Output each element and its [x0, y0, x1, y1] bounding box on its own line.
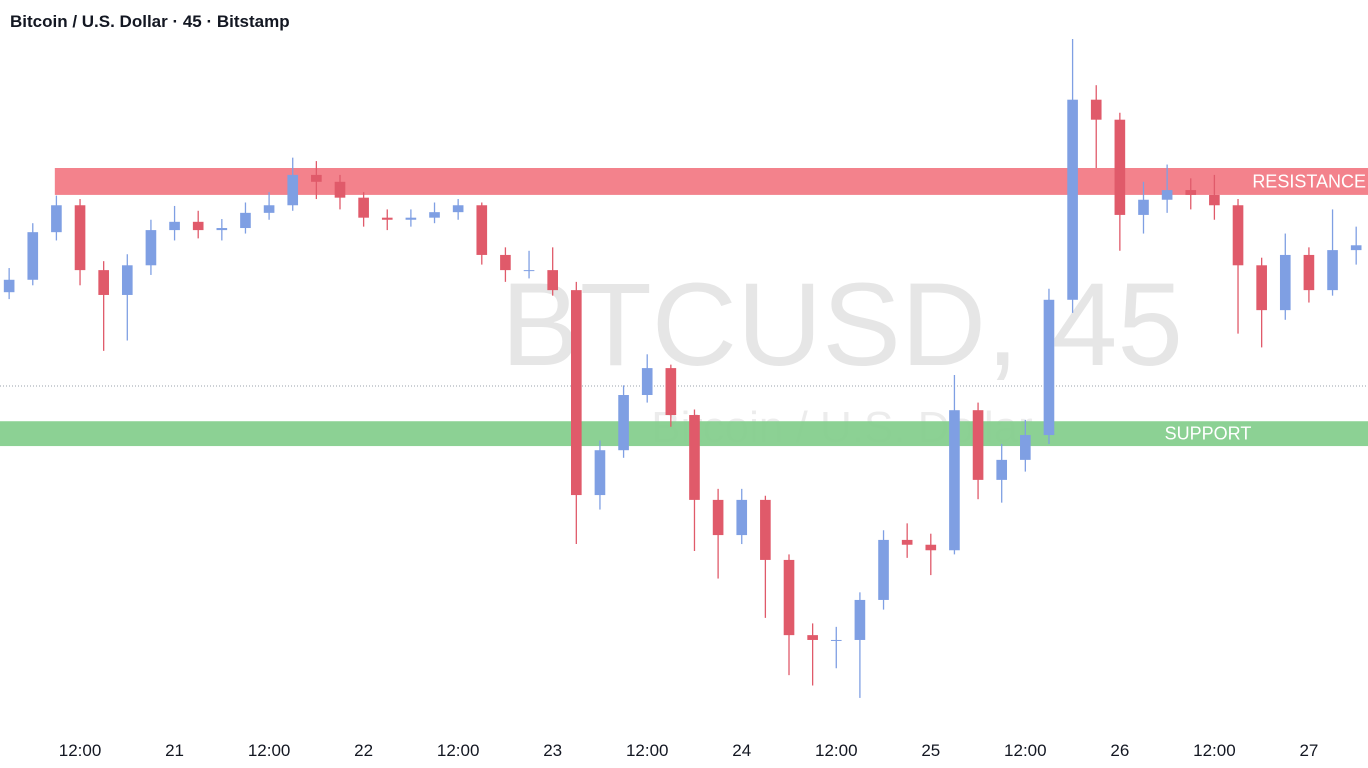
- x-tick-label: 12:00: [1004, 741, 1047, 760]
- candle-body: [594, 450, 606, 496]
- candle-body: [240, 212, 251, 229]
- candles: [3, 38, 1362, 698]
- candle-body: [287, 174, 299, 206]
- candle-body: [972, 410, 984, 480]
- candle-body: [618, 395, 629, 451]
- zone-label: SUPPORT: [1165, 424, 1252, 444]
- candle-body: [665, 368, 677, 416]
- candle-body: [949, 410, 960, 551]
- candle-body: [121, 265, 133, 295]
- candle-body: [98, 270, 109, 295]
- candle-body: [1043, 299, 1055, 436]
- candle-body: [1090, 99, 1102, 120]
- candle-body: [358, 197, 369, 218]
- chart-title: Bitcoin / U.S. Dollar · 45 · Bitstamp: [10, 12, 290, 31]
- candle-body: [547, 270, 558, 291]
- zones: RESISTANCE SUPPORT: [0, 168, 1368, 447]
- candle-body: [1067, 99, 1078, 300]
- candle-body: [1327, 250, 1338, 291]
- candle-body: [1020, 435, 1031, 460]
- candle-body: [476, 205, 488, 255]
- candle-body: [1256, 265, 1267, 311]
- candle-body: [51, 205, 62, 233]
- candle-body: [1209, 194, 1220, 206]
- candle-body: [1303, 254, 1315, 291]
- candle-body: [145, 230, 157, 266]
- candle-body: [381, 217, 393, 220]
- candle-body: [500, 254, 511, 271]
- candle-body: [760, 499, 771, 560]
- candle-body: [878, 539, 889, 600]
- candle-body: [1279, 254, 1291, 311]
- x-tick-label: 12:00: [248, 741, 291, 760]
- x-tick-label: 25: [921, 741, 940, 760]
- candle-body: [783, 559, 795, 636]
- candle-body: [925, 544, 937, 551]
- x-tick-label: 12:00: [815, 741, 858, 760]
- x-tick-label: 22: [354, 741, 373, 760]
- candle-body: [712, 499, 724, 536]
- x-tick-label: 26: [1110, 741, 1129, 760]
- candle-body: [641, 368, 653, 396]
- candle-body: [901, 539, 913, 545]
- candle-body: [1161, 190, 1173, 200]
- candle-body: [311, 174, 322, 182]
- zone-label: RESISTANCE: [1252, 171, 1366, 191]
- candle-body: [334, 181, 346, 198]
- candle-body: [216, 228, 228, 231]
- candle-body: [1138, 199, 1149, 215]
- x-tick-label: 12:00: [437, 741, 480, 760]
- x-tick-label: 21: [165, 741, 184, 760]
- candle-body: [405, 217, 417, 220]
- candle-body: [1114, 119, 1126, 215]
- zone: [0, 421, 1368, 447]
- candle-body: [429, 212, 440, 218]
- candle-body: [689, 415, 700, 500]
- candle-body: [1350, 245, 1362, 251]
- candle-body: [169, 221, 180, 231]
- candle-body: [830, 639, 842, 641]
- x-tick-label: 12:00: [626, 741, 669, 760]
- x-tick-label: 12:00: [59, 741, 102, 760]
- candle-body: [1232, 205, 1244, 266]
- candle-body: [3, 279, 15, 293]
- x-tick-label: 24: [732, 741, 751, 760]
- candle-body: [263, 205, 275, 213]
- candle-body: [27, 232, 39, 280]
- candle-body: [74, 205, 86, 271]
- candle-body: [570, 290, 582, 496]
- candle-body: [452, 205, 464, 213]
- x-tick-label: 12:00: [1193, 741, 1236, 760]
- zone: [54, 168, 1368, 195]
- candle-body: [996, 459, 1008, 480]
- x-tick-label: 27: [1299, 741, 1318, 760]
- candle-body: [1185, 190, 1197, 195]
- candle-body: [807, 635, 818, 640]
- candle-body: [854, 599, 866, 640]
- candle-body: [523, 270, 535, 272]
- watermark: BTCUSD, 45: [501, 259, 1183, 391]
- candle-body: [736, 499, 748, 536]
- candle-body: [192, 221, 204, 231]
- x-tick-label: 23: [543, 741, 562, 760]
